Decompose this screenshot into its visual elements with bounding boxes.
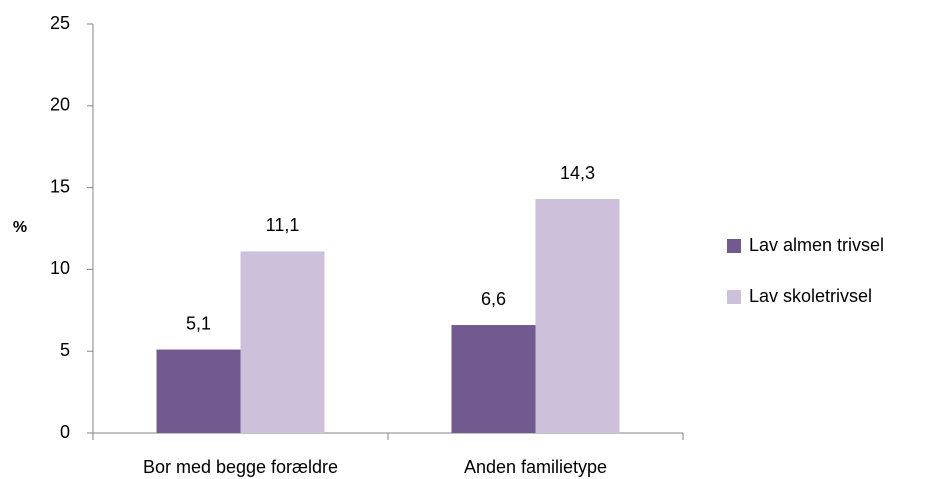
y-axis-label: % bbox=[13, 219, 27, 236]
y-tick-label: 5 bbox=[60, 340, 70, 360]
legend-label: Lav skoletrivsel bbox=[749, 286, 872, 306]
legend-label: Lav almen trivsel bbox=[749, 235, 884, 255]
bar bbox=[535, 199, 620, 433]
y-tick-label: 25 bbox=[50, 13, 70, 33]
y-tick-label: 20 bbox=[50, 95, 70, 115]
bar bbox=[451, 325, 536, 433]
x-tick-label: Anden familietype bbox=[464, 457, 607, 477]
y-tick-label: 0 bbox=[60, 422, 70, 442]
data-label: 6,6 bbox=[481, 289, 506, 309]
legend-swatch bbox=[727, 290, 741, 304]
legend-swatch bbox=[727, 239, 741, 253]
data-label: 5,1 bbox=[186, 313, 211, 333]
y-tick-label: 15 bbox=[50, 176, 70, 196]
bar bbox=[156, 349, 241, 433]
data-label: 11,1 bbox=[266, 215, 300, 235]
data-label: 14,3 bbox=[560, 163, 595, 183]
bar bbox=[240, 251, 325, 433]
x-tick-label: Bor med begge forældre bbox=[143, 457, 338, 477]
y-tick-label: 10 bbox=[50, 258, 70, 278]
